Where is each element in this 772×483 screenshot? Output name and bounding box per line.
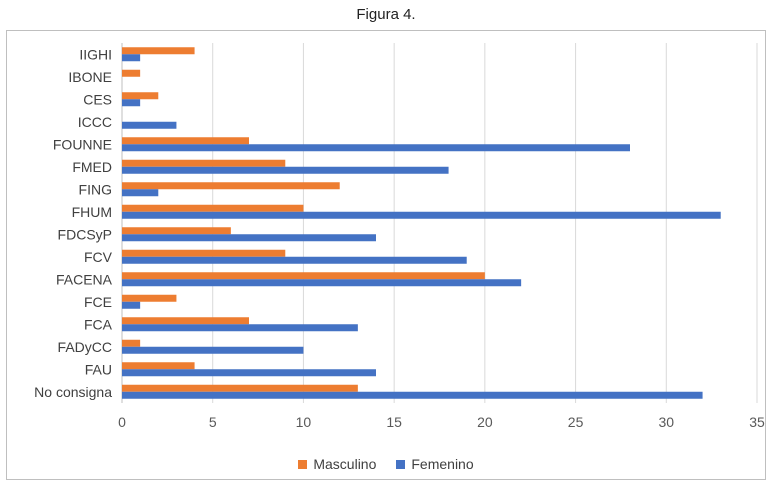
category-label: FCE [84, 294, 112, 310]
category-label: No consigna [34, 384, 112, 400]
bar-masculino-fdcsyp [122, 227, 231, 235]
bar-femenino-iccc [122, 121, 177, 129]
category-label: IBONE [68, 69, 112, 85]
category-label: FCV [84, 249, 113, 265]
category-label: CES [83, 91, 112, 107]
bar-masculino-no-consigna [122, 384, 358, 392]
bar-masculino-ibone [122, 69, 141, 77]
x-tick-label: 25 [568, 414, 584, 430]
x-tick-label: 35 [749, 414, 765, 430]
x-tick-label: 15 [386, 414, 402, 430]
x-tick-label: 5 [209, 414, 217, 430]
legend-label-masculino: Masculino [313, 456, 377, 472]
category-label: FAU [85, 361, 112, 377]
legend-swatch-femenino [396, 459, 406, 469]
category-label: FADyCC [58, 339, 112, 355]
bar-femenino-fau [122, 369, 376, 377]
bar-femenino-fce [122, 301, 141, 309]
category-label: FOUNNE [53, 136, 112, 152]
legend-swatch-masculino [298, 459, 308, 469]
bar-femenino-fmed [122, 166, 449, 174]
chart-legend: Masculino Femenino [0, 456, 772, 472]
bar-femenino-iighi [122, 54, 141, 62]
category-label: FMED [72, 159, 112, 175]
x-tick-label: 20 [477, 414, 493, 430]
legend-label-femenino: Femenino [411, 456, 474, 472]
bar-masculino-fce [122, 294, 177, 302]
category-label: FHUM [72, 204, 112, 220]
bar-femenino-fadycc [122, 346, 304, 354]
legend-item-femenino: Femenino [396, 456, 474, 472]
bar-masculino-fadycc [122, 339, 141, 347]
bar-masculino-fing [122, 182, 340, 190]
category-label: FCA [84, 316, 113, 332]
bar-femenino-fhum [122, 211, 721, 219]
category-label: ICCC [78, 114, 112, 130]
chart-frame [6, 30, 766, 480]
bar-femenino-facena [122, 279, 522, 287]
bar-masculino-facena [122, 272, 485, 280]
category-label: FACENA [56, 271, 113, 287]
bar-masculino-iighi [122, 47, 195, 55]
bar-femenino-founne [122, 144, 630, 152]
x-tick-label: 10 [296, 414, 312, 430]
bar-femenino-no-consigna [122, 391, 703, 399]
bar-femenino-fcv [122, 256, 467, 264]
bar-masculino-fcv [122, 249, 286, 257]
bar-femenino-ces [122, 99, 141, 107]
category-label: FING [79, 181, 112, 197]
bar-masculino-fca [122, 317, 249, 325]
category-label: IIGHI [79, 46, 112, 62]
bar-masculino-fhum [122, 204, 304, 212]
bar-masculino-founne [122, 137, 249, 145]
bar-masculino-fmed [122, 159, 286, 167]
bar-femenino-fdcsyp [122, 234, 376, 242]
chart-title: Figura 4. [356, 6, 416, 23]
legend-item-masculino: Masculino [298, 456, 376, 472]
x-tick-label: 30 [658, 414, 674, 430]
bar-masculino-fau [122, 362, 195, 370]
x-tick-label: 0 [118, 414, 126, 430]
bar-femenino-fca [122, 324, 358, 332]
bar-masculino-ces [122, 92, 159, 100]
category-label: FDCSyP [58, 226, 112, 242]
bar-femenino-fing [122, 189, 159, 197]
